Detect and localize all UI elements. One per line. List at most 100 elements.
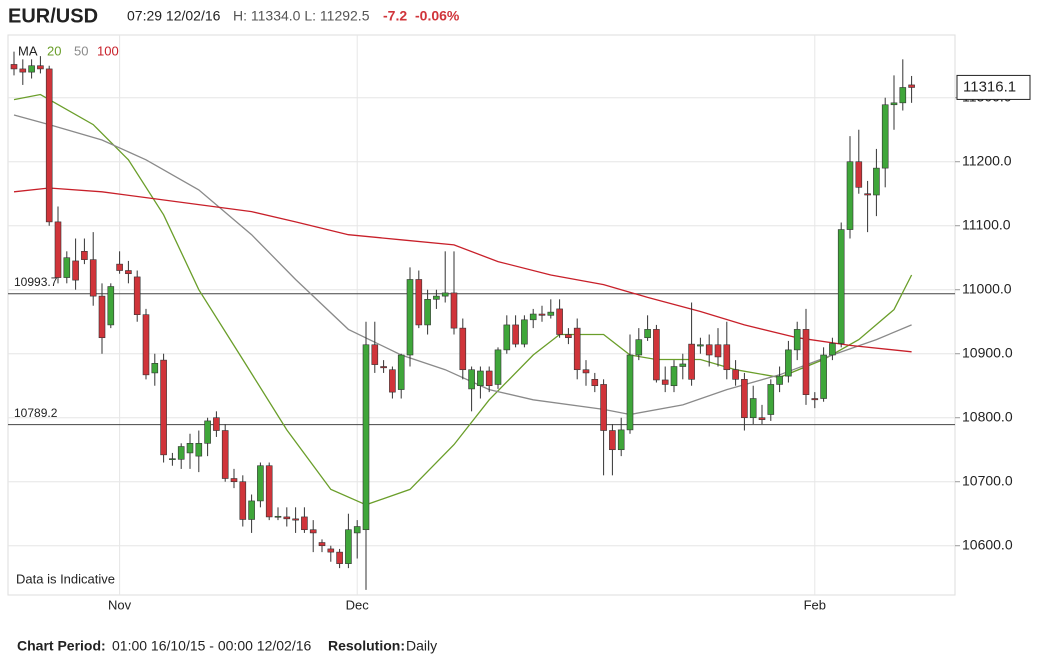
- candle-body: [345, 529, 352, 564]
- candle-body: [600, 384, 607, 431]
- candle-body: [732, 369, 739, 380]
- candle-body: [353, 526, 361, 534]
- candle-body: [855, 161, 863, 188]
- candle-body: [679, 363, 687, 367]
- candle-body: [591, 379, 599, 387]
- time: 07:29 12/02/16: [127, 8, 221, 24]
- candle-body: [10, 64, 18, 70]
- candle-body: [125, 270, 132, 275]
- candle-body: [63, 257, 71, 278]
- candle-body: [151, 363, 159, 374]
- symbol: EUR/USD: [8, 5, 98, 27]
- candle-body: [829, 343, 836, 356]
- candle-body: [28, 65, 35, 73]
- candle-body: [292, 518, 299, 521]
- high-low: H: 11334.0 L: 11292.5: [233, 8, 370, 24]
- candle-body: [195, 443, 203, 457]
- candle-body: [617, 429, 625, 451]
- candle-body: [811, 398, 819, 401]
- candle-body: [318, 542, 326, 547]
- candle-body: [864, 193, 871, 196]
- candle-body: [556, 308, 563, 335]
- candle-body: [98, 295, 106, 339]
- candle-body: [697, 344, 704, 347]
- candle-body: [670, 366, 678, 387]
- candle-body: [529, 313, 537, 321]
- candle-body: [908, 84, 915, 88]
- y-tick-label: 10600.0: [962, 536, 1013, 552]
- candle-body: [142, 314, 150, 376]
- candle-body: [37, 65, 44, 70]
- candle-body: [415, 279, 423, 326]
- candle-body: [116, 263, 123, 271]
- candle-body: [477, 370, 484, 387]
- candle-body: [309, 529, 317, 534]
- candle-body: [881, 104, 889, 169]
- candle-body: [89, 259, 97, 297]
- candle-body: [661, 379, 669, 385]
- legend-title: MA: [18, 43, 38, 58]
- candle-body: [230, 478, 238, 483]
- period-label: Chart Period:: [17, 638, 106, 654]
- candle-body: [468, 369, 475, 390]
- candle-body: [820, 354, 827, 399]
- candle-body: [767, 384, 775, 415]
- legend-entry: 20: [47, 43, 61, 58]
- candle-body: [503, 324, 511, 351]
- candle-body: [573, 327, 581, 371]
- candle-body: [239, 481, 247, 520]
- legend-entry: 50: [74, 43, 88, 58]
- candle-body: [609, 430, 616, 451]
- candle-body: [45, 68, 53, 223]
- candle-body: [371, 344, 379, 365]
- candle-body: [785, 349, 792, 377]
- candle-body: [186, 443, 194, 454]
- last-price: 11316.1: [963, 78, 1016, 95]
- period: 01:00 16/10/15 - 00:00 12/02/16: [112, 638, 311, 654]
- candle-body: [433, 295, 440, 300]
- candle-body: [873, 167, 880, 196]
- candle-body: [397, 354, 405, 390]
- candle-body: [705, 344, 713, 356]
- legend-entry: 100: [97, 43, 119, 58]
- candle-body: [81, 251, 88, 260]
- candle-body: [723, 344, 731, 371]
- candle-body: [582, 369, 590, 374]
- candle-body: [257, 465, 264, 502]
- candle-body: [133, 276, 141, 315]
- candle-body: [802, 329, 810, 395]
- candle-body: [160, 359, 167, 456]
- candle-body: [336, 551, 343, 564]
- y-tick-label: 11200.0: [962, 152, 1012, 168]
- candle-body: [274, 515, 282, 518]
- y-tick-label: 11000.0: [962, 280, 1012, 296]
- resolution-label: Resolution:: [328, 638, 405, 654]
- candle-body: [899, 87, 907, 104]
- candle-body: [19, 68, 27, 73]
- candle-body: [758, 417, 766, 420]
- ma-line: [13, 93, 913, 506]
- candle-body: [494, 349, 502, 385]
- level-label: 10789.2: [14, 406, 58, 420]
- candle-body: [265, 465, 273, 518]
- candle-body: [547, 311, 555, 316]
- candle-body: [221, 430, 229, 479]
- candle-body: [538, 313, 546, 316]
- y-tick-label: 10800.0: [962, 408, 1013, 424]
- candle-body: [327, 548, 335, 553]
- candle-body: [380, 366, 387, 369]
- candle-body: [362, 344, 370, 531]
- candle-body: [626, 354, 634, 431]
- candle-body: [177, 446, 185, 460]
- note: Data is Indicative: [16, 571, 115, 586]
- level-label: 10993.7: [14, 275, 58, 289]
- candle-body: [714, 344, 722, 358]
- candle-body: [169, 458, 176, 460]
- candle-body: [521, 319, 528, 345]
- y-tick-label: 10700.0: [962, 472, 1013, 488]
- ma-line: [13, 187, 912, 353]
- candle-body: [485, 370, 493, 387]
- change: -7.2: [383, 8, 407, 24]
- candle-body: [776, 375, 783, 385]
